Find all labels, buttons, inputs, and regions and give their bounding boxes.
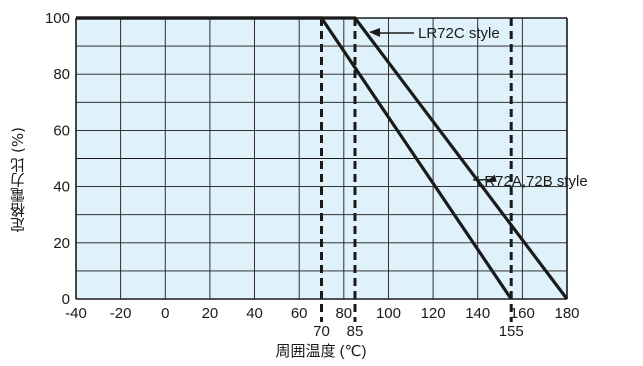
y-tick-label: 40 — [53, 179, 70, 196]
annotation-label-1: LR72C style — [418, 25, 500, 42]
y-tick-label: 100 — [45, 10, 70, 27]
y-tick-label: 0 — [62, 291, 70, 308]
x-extra-label: 155 — [499, 323, 524, 340]
x-tick-label: 120 — [421, 305, 446, 322]
y-axis-title: 定格電力比 (%) — [7, 127, 28, 233]
x-tick-label: 40 — [246, 305, 263, 322]
y-axis-title-wrap: 定格電力比 (%) — [4, 60, 30, 300]
x-tick-label: 20 — [202, 305, 219, 322]
x-tick-label: 60 — [291, 305, 308, 322]
x-extra-label: 85 — [347, 323, 364, 340]
x-tick-label: 0 — [161, 305, 169, 322]
x-tick-label: 180 — [554, 305, 579, 322]
x-tick-label: 100 — [376, 305, 401, 322]
annotation-label-2: LR72A,72B style — [476, 173, 588, 190]
x-tick-label: 160 — [510, 305, 535, 322]
x-axis-title: 周囲温度 (℃) — [275, 343, 366, 360]
x-tick-label: -20 — [110, 305, 132, 322]
y-tick-label: 20 — [53, 235, 70, 252]
x-tick-label: 80 — [335, 305, 352, 322]
x-tick-label: 140 — [465, 305, 490, 322]
y-tick-label: 60 — [53, 122, 70, 139]
x-extra-label: 70 — [313, 323, 330, 340]
y-tick-label: 80 — [53, 66, 70, 83]
